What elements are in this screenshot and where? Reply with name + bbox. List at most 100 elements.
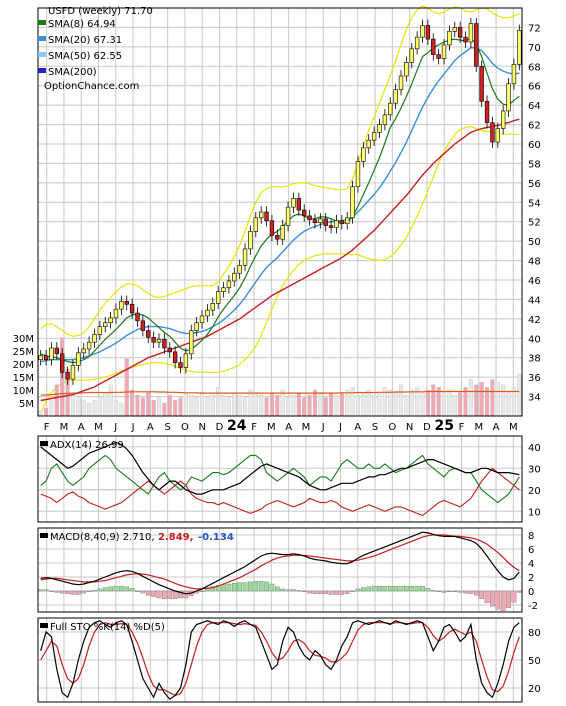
volume-bar xyxy=(517,374,522,417)
candle-body xyxy=(194,322,199,331)
candle-body xyxy=(92,334,97,343)
candle-body xyxy=(189,330,194,355)
x-tick-label: A xyxy=(285,422,292,433)
candle-body xyxy=(97,326,103,335)
macd-histogram-bar xyxy=(328,590,334,595)
sma8-line xyxy=(40,37,520,364)
candle-body xyxy=(43,355,49,360)
x-tick-label: D xyxy=(423,422,431,433)
volume-bar xyxy=(501,384,506,417)
macd-histogram-bar xyxy=(129,588,135,592)
volume-bar xyxy=(189,395,194,417)
x-tick-label: M xyxy=(474,422,483,433)
candle-body xyxy=(285,206,291,226)
candle-body xyxy=(103,322,108,327)
adx-line xyxy=(40,441,520,495)
candle-body xyxy=(156,338,162,343)
sma50-line xyxy=(40,118,520,402)
candle-body xyxy=(388,102,393,116)
macd-histogram-bar xyxy=(49,590,54,592)
candle-body xyxy=(452,27,457,32)
candle-body xyxy=(339,220,345,224)
x-tick-label: M xyxy=(267,422,276,433)
candle-body xyxy=(76,352,81,366)
macd-histogram-bar xyxy=(420,585,425,592)
candle-body xyxy=(264,211,269,222)
candle-body xyxy=(495,128,500,143)
volume-bar xyxy=(183,392,188,417)
volume-bar xyxy=(113,400,119,417)
y-tick-label: 46 xyxy=(528,276,541,287)
y-tick-label: 60 xyxy=(528,140,541,151)
y-tick-label: 62 xyxy=(528,121,541,132)
macd-value: 2.849, xyxy=(158,532,193,543)
candle-body xyxy=(468,23,474,43)
y-tick-label: 50 xyxy=(528,656,541,667)
macd-histogram-bar xyxy=(145,590,151,596)
plus-di-line xyxy=(40,454,520,504)
x-tick-label: M xyxy=(94,422,103,433)
y-tick-label: 2 xyxy=(528,573,534,584)
macd-histogram-bar xyxy=(285,589,291,592)
x-tick-label: J xyxy=(131,422,135,433)
volume-bar xyxy=(167,395,172,417)
x-tick-label: A xyxy=(147,422,154,433)
candle-body xyxy=(506,83,511,112)
candle-body xyxy=(38,355,43,360)
macd-histogram-bar xyxy=(92,590,97,592)
volume-bar xyxy=(286,397,291,417)
x-tick-label: 24 xyxy=(227,418,247,434)
candle-body xyxy=(371,132,377,141)
volume-bar xyxy=(76,397,81,417)
volume-bar xyxy=(361,392,366,417)
candle-body xyxy=(328,225,334,228)
candle-body xyxy=(318,218,323,223)
volume-tick-label: 5M xyxy=(19,399,34,410)
candle-body xyxy=(205,309,210,317)
candle-body xyxy=(382,114,388,125)
candle-body xyxy=(65,371,70,380)
candle-body xyxy=(291,198,296,208)
macd-histogram-bar xyxy=(452,590,458,592)
volume-bar xyxy=(495,381,500,417)
macd-signal-line xyxy=(40,534,520,590)
macd-histogram-bar xyxy=(183,590,189,599)
x-tick-label: F xyxy=(251,422,257,433)
candle-body xyxy=(345,217,350,224)
volume-bar xyxy=(334,395,339,417)
macd-histogram-bar xyxy=(253,581,259,592)
price-panel: 34 36 38 40 42 44 46 48 50 52 54 56 58 60 62 64 66 68 70 72… xyxy=(13,5,541,417)
volume-bar xyxy=(140,397,145,417)
candle-body xyxy=(441,44,447,59)
y-tick-label: 52 xyxy=(528,218,541,229)
candle-body xyxy=(135,312,140,322)
volume-bar xyxy=(329,392,334,417)
macd-histogram-bar xyxy=(248,581,253,592)
candle-body xyxy=(140,320,146,331)
legend-sma50: SMA(50) 62.55 xyxy=(48,51,122,62)
macd-histogram-bar xyxy=(210,586,216,592)
candle-body xyxy=(280,225,285,240)
macd-histogram-bar xyxy=(404,585,409,592)
macd-histogram-bar xyxy=(479,590,484,599)
volume-tick-label: 25M xyxy=(13,347,34,358)
minus-di-line xyxy=(40,467,520,517)
volume-bar xyxy=(447,389,452,417)
candle-body xyxy=(269,220,275,236)
candle-body xyxy=(377,124,382,133)
volume-bar xyxy=(388,389,393,417)
volume-bar xyxy=(479,381,484,417)
y-tick-label: 70 xyxy=(528,43,541,54)
macd-histogram-bar xyxy=(506,590,511,608)
y-tick-label: 30 xyxy=(528,464,541,475)
y-tick-label: 58 xyxy=(528,159,541,170)
volume-bar xyxy=(221,395,226,417)
legend-sma200: SMA(200) xyxy=(48,67,97,78)
candle-body xyxy=(183,353,189,368)
y-tick-label: 36 xyxy=(528,373,541,384)
volume-bar xyxy=(49,400,54,417)
adx-label: ADX(14) 26.99 xyxy=(50,440,124,451)
candle-body xyxy=(361,147,366,162)
volume-bar xyxy=(269,392,274,417)
